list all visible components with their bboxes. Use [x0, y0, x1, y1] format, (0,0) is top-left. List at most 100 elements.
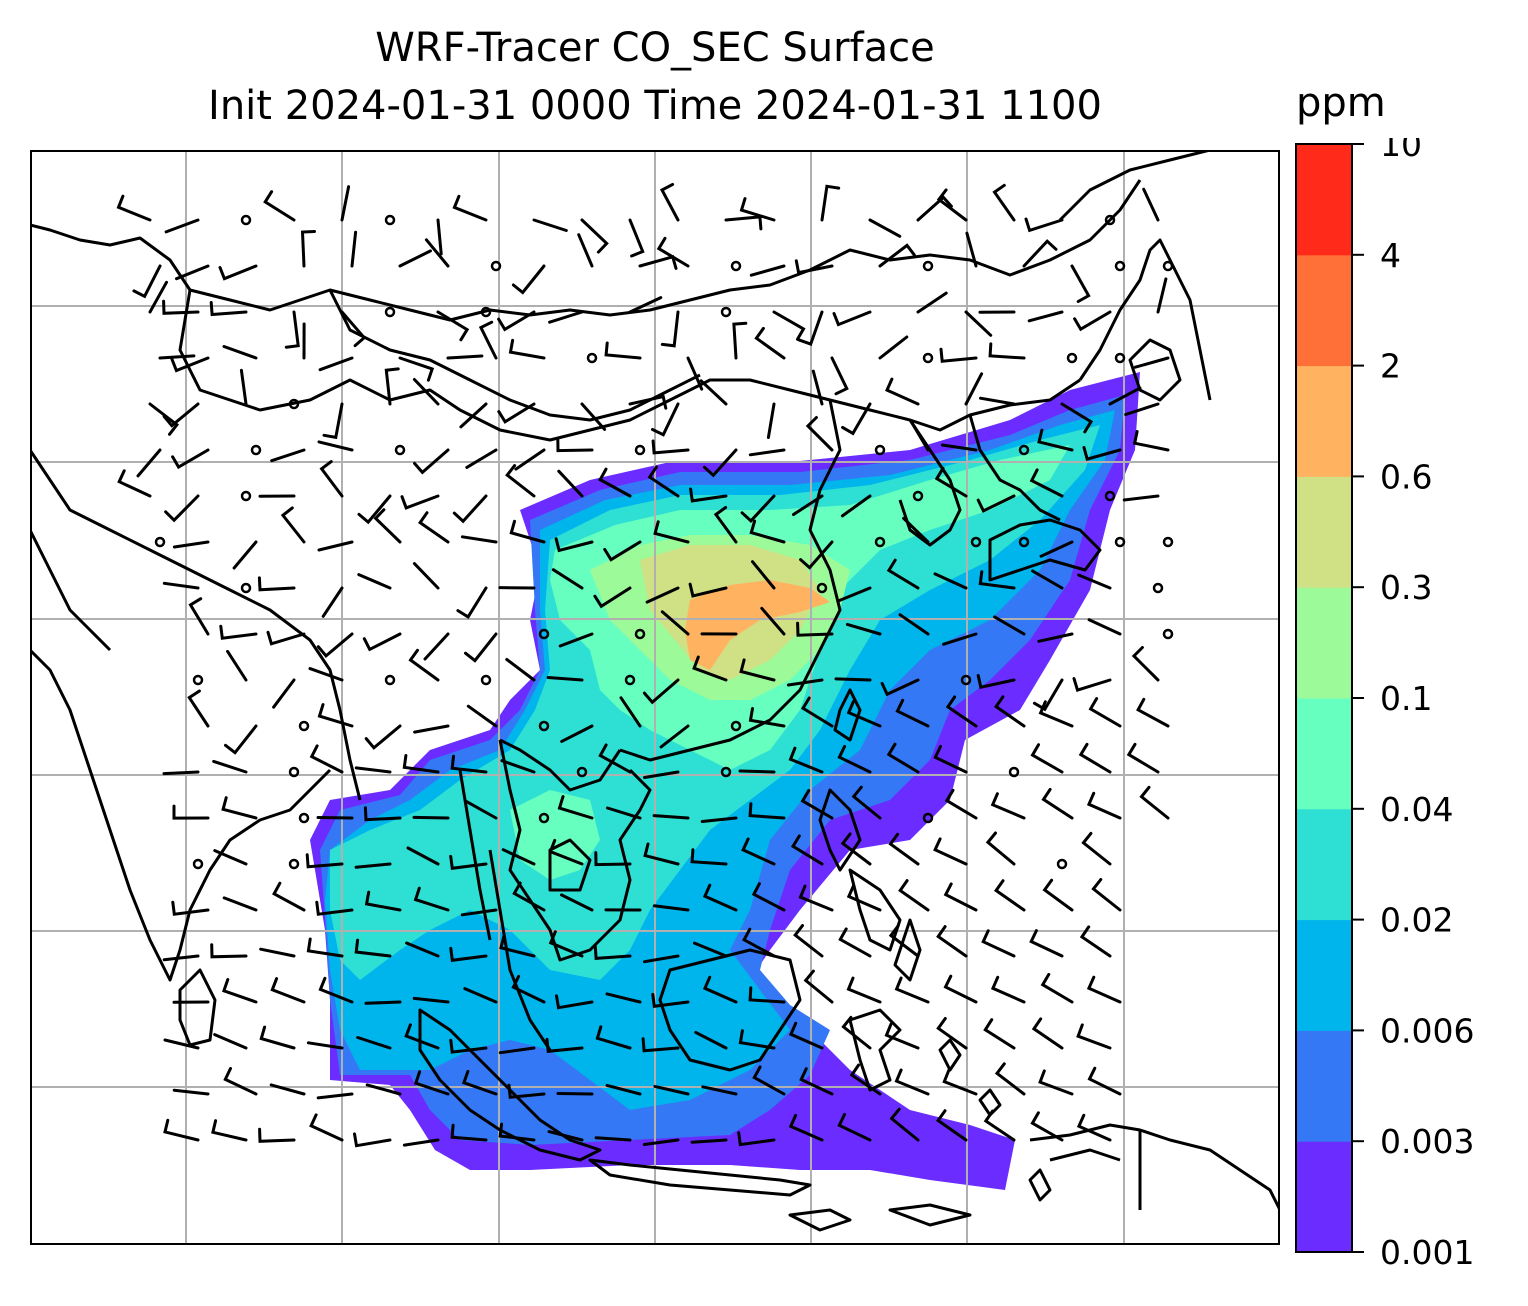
- wind-barb: [551, 568, 584, 590]
- wind-barb: [364, 890, 402, 912]
- wind-barb: [752, 1065, 786, 1096]
- wind-barb: [846, 976, 882, 1004]
- wind-barb: [465, 448, 498, 469]
- wind-barb: [800, 696, 834, 728]
- wind-barb: [641, 1037, 680, 1053]
- wind-barb: [412, 562, 440, 590]
- wind-barb: [466, 704, 498, 728]
- wind-barb: [163, 1038, 200, 1050]
- wind-barb: [748, 986, 786, 1004]
- wind-barb: [1122, 494, 1160, 502]
- wind-barb: [497, 310, 536, 332]
- wind-barb: [659, 724, 690, 749]
- wind-barb: [412, 996, 450, 1004]
- wind-barb: [647, 465, 680, 498]
- wind-barb: [772, 310, 806, 341]
- wind-barb: [221, 978, 258, 1004]
- wind-calm-marker: [1104, 490, 1116, 502]
- wind-barb: [413, 1070, 450, 1096]
- wind-barb: [688, 582, 728, 598]
- wind-calm-marker: [922, 352, 934, 364]
- wind-barb: [659, 182, 680, 222]
- wind-barb: [945, 695, 978, 728]
- wind-barb: [898, 879, 930, 912]
- wind-barb: [340, 310, 367, 348]
- wind-barb: [933, 745, 968, 774]
- wind-barb: [1041, 787, 1074, 820]
- wind-barb: [1142, 187, 1160, 222]
- colorbar-tick-label: 0.6: [1380, 457, 1432, 496]
- wind-barb: [162, 299, 200, 315]
- wind-calm-marker: [384, 214, 396, 226]
- wind-barb: [797, 310, 824, 347]
- wind-barb: [1030, 1111, 1064, 1142]
- wind-barb: [933, 572, 968, 590]
- wind-barb: [560, 724, 594, 743]
- wind-barb: [340, 185, 351, 222]
- wind-calm-marker: [1152, 582, 1164, 594]
- wind-barb: [175, 264, 210, 281]
- wind-barb: [1078, 742, 1112, 774]
- colorbar-band: [1296, 254, 1352, 367]
- colorbar-tick-label: 0.3: [1380, 568, 1432, 607]
- colorbar-tick-label: 4: [1380, 236, 1401, 275]
- wind-barb: [364, 1000, 402, 1005]
- coastlines-and-borders: [30, 150, 1280, 1232]
- wind-barb: [449, 1038, 488, 1054]
- wind-barb: [1076, 1113, 1112, 1142]
- wind-calm-marker: [586, 352, 598, 364]
- wind-barb: [936, 1109, 968, 1142]
- wind-barb: [547, 1130, 584, 1142]
- colorbar-tick-label: 0.006: [1380, 1011, 1474, 1050]
- wind-barb: [1037, 428, 1074, 452]
- wind-calm-marker: [1008, 766, 1020, 778]
- wind-calm-marker: [874, 536, 886, 548]
- wind-barb: [418, 511, 450, 544]
- wind-barb: [979, 396, 1016, 406]
- wind-calm-marker: [240, 490, 252, 502]
- wind-barb: [554, 537, 594, 553]
- wind-barb: [1081, 831, 1112, 866]
- wind-barb: [224, 724, 258, 755]
- wind-barb: [412, 815, 450, 820]
- wind-barb: [269, 1083, 306, 1096]
- wind-barb: [909, 419, 930, 452]
- wind-barb: [557, 469, 584, 498]
- wind-barb: [284, 310, 300, 349]
- wind-barb: [509, 519, 546, 544]
- wind-calm-marker: [624, 674, 636, 686]
- wind-barb: [1042, 878, 1074, 912]
- wind-barb: [1037, 632, 1074, 643]
- wind-calm-marker: [250, 444, 262, 456]
- wind-calm-marker: [816, 582, 828, 594]
- wind-calm-marker: [538, 628, 550, 640]
- wind-barb: [1108, 386, 1142, 406]
- wind-barb: [788, 1113, 824, 1142]
- map-title-line-1: WRF-Tracer CO_SEC Surface: [375, 25, 935, 71]
- wind-barb: [936, 1017, 968, 1050]
- wind-barb: [258, 1127, 296, 1143]
- wind-barb: [218, 264, 258, 281]
- colorbar-tick-label: 0.04: [1380, 790, 1453, 829]
- wind-barb: [464, 799, 498, 820]
- wind-barb: [1091, 878, 1122, 912]
- wind-barb: [400, 494, 440, 510]
- wind-barb: [449, 946, 488, 962]
- wind-barb: [219, 624, 258, 640]
- wind-barb: [794, 259, 834, 275]
- wind-barb: [605, 992, 642, 1004]
- wind-barb: [452, 194, 488, 222]
- wind-barb: [162, 402, 200, 428]
- colorbar-band: [1296, 919, 1352, 1031]
- wind-barb: [209, 301, 248, 317]
- colorbar-band: [1296, 144, 1352, 256]
- map-title-line-2: Init 2024-01-31 0000 Time 2024-01-31 110…: [208, 83, 1102, 129]
- wind-barb: [315, 900, 354, 916]
- wind-barb: [939, 347, 978, 363]
- wind-barb: [163, 1118, 200, 1142]
- wind-barb: [511, 974, 546, 1004]
- wind-barb: [936, 188, 968, 222]
- wind-barb: [751, 560, 776, 590]
- wind-barb: [1032, 678, 1064, 712]
- wind-barb: [316, 632, 354, 659]
